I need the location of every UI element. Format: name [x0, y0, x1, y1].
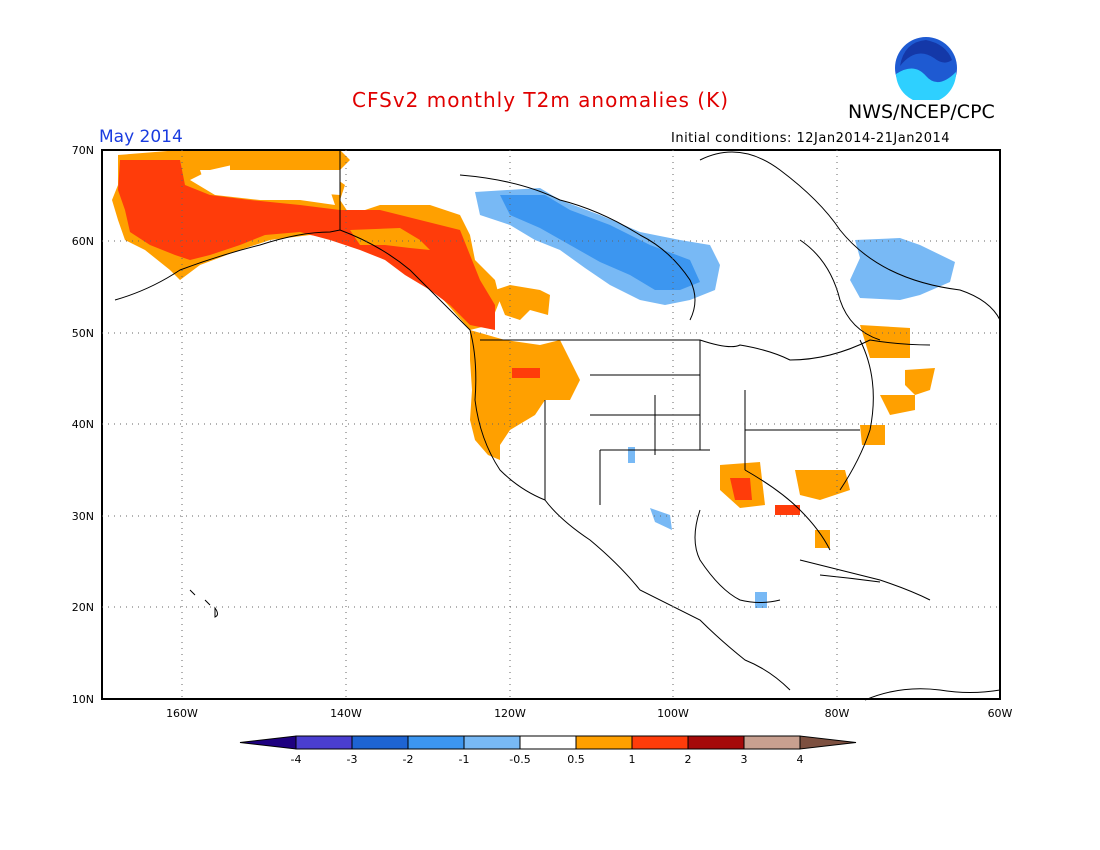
legend-arrow-high: [799, 735, 857, 750]
legend-tick-label: -4: [291, 753, 302, 766]
noaa-logo-icon: [895, 37, 957, 100]
legend-tick-label: 2: [685, 753, 692, 766]
legend-swatch: [631, 735, 689, 750]
legend-swatch: [743, 735, 801, 750]
lon-labels: 160W 140W 120W 100W 80W 60W: [166, 707, 1012, 720]
legend-swatch: [575, 735, 633, 750]
legend-swatch: [295, 735, 353, 750]
initial-conditions: Initial conditions: 12Jan2014-21Jan2014: [671, 131, 951, 146]
lon-label: 80W: [825, 707, 850, 720]
legend-swatch: [519, 735, 577, 750]
lat-labels: 70N 60N 50N 40N 30N 20N 10N: [72, 144, 94, 706]
lat-label: 70N: [72, 144, 94, 157]
lon-label: 100W: [657, 707, 689, 720]
legend-swatch: [687, 735, 745, 750]
color-legend: -4 -3 -2 -1 -0.5 0.5 1 2 3 4: [239, 735, 857, 766]
coastlines: [114, 150, 1001, 701]
lat-label: 20N: [72, 601, 94, 614]
lat-label: 10N: [72, 693, 94, 706]
agency-label: NWS/NCEP/CPC: [848, 101, 995, 123]
legend-swatch: [351, 735, 409, 750]
legend-tick-label: -0.5: [509, 753, 530, 766]
lat-label: 40N: [72, 418, 94, 431]
lon-label: 140W: [330, 707, 362, 720]
legend-tick-label: -2: [403, 753, 414, 766]
legend-tick-label: -3: [347, 753, 358, 766]
legend-swatch: [407, 735, 465, 750]
legend-swatch: [463, 735, 521, 750]
lat-label: 60N: [72, 235, 94, 248]
lon-label: 120W: [494, 707, 526, 720]
legend-tick-label: 4: [797, 753, 804, 766]
legend-tick-label: 1: [629, 753, 636, 766]
map-title: CFSv2 monthly T2m anomalies (K): [352, 88, 729, 112]
anomaly-shading: [112, 150, 955, 608]
lon-label: 60W: [988, 707, 1013, 720]
legend-tick-label: -1: [459, 753, 470, 766]
lat-label: 30N: [72, 510, 94, 523]
lon-label: 160W: [166, 707, 198, 720]
legend-tick-label: 0.5: [567, 753, 585, 766]
legend-arrow-low: [239, 735, 297, 750]
forecast-month: May 2014: [99, 127, 183, 147]
lat-label: 50N: [72, 327, 94, 340]
legend-tick-label: 3: [741, 753, 748, 766]
